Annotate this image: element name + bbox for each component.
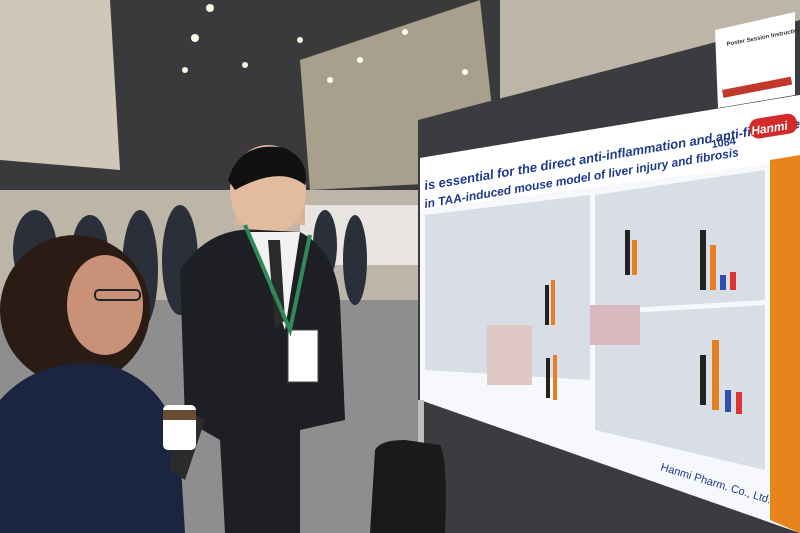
logo-badge (749, 113, 798, 139)
person-presenter (180, 145, 345, 533)
poster-figures (487, 230, 742, 414)
wall-left (0, 0, 120, 170)
ceiling-lights (182, 4, 468, 83)
poster-stripe (770, 155, 800, 533)
poster-panels (425, 170, 765, 470)
person-visitor (0, 235, 205, 533)
sign-band (722, 76, 793, 98)
backpack (370, 440, 446, 533)
poster-number: 1084 (711, 135, 738, 151)
poster-logo: Hanmi (750, 118, 789, 138)
poster-header (420, 95, 800, 210)
